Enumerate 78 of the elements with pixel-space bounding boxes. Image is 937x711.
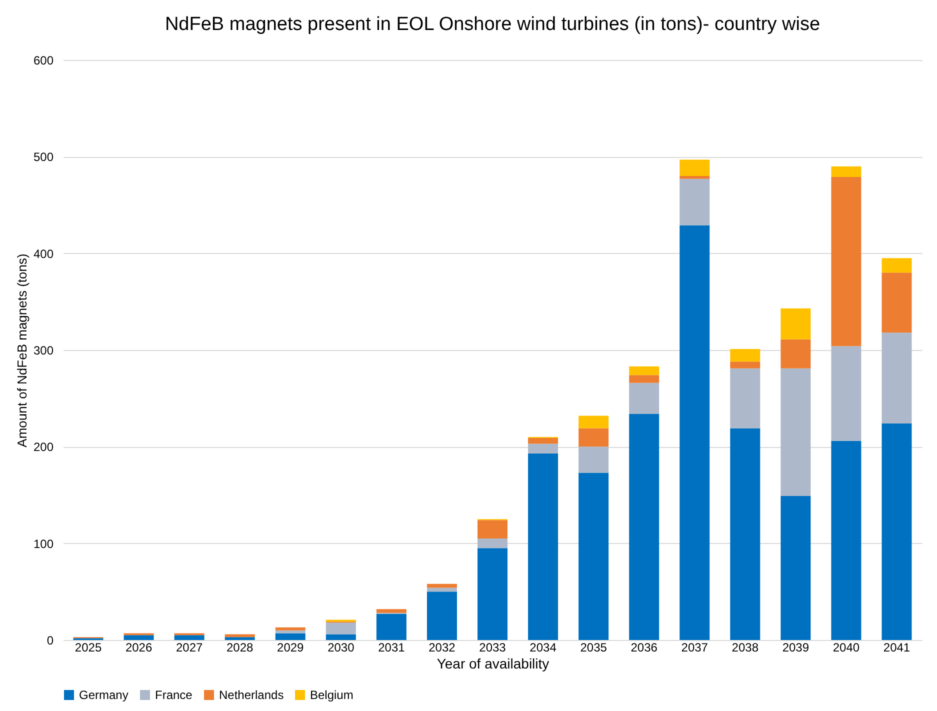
- y-tick-label: 600: [33, 54, 54, 68]
- bar: [629, 414, 660, 640]
- legend-label: Netherlands: [219, 688, 284, 702]
- bar: [680, 225, 710, 640]
- bar: [578, 472, 609, 640]
- x-axis-title: Year of availability: [436, 656, 550, 672]
- x-tick-label: 2028: [226, 640, 254, 654]
- bar: [578, 446, 609, 473]
- x-tick-label: 2037: [681, 640, 708, 654]
- x-tick-label: 2033: [479, 640, 506, 654]
- x-tick-label: 2039: [782, 640, 810, 654]
- x-tick-label: 2027: [176, 640, 203, 654]
- bar: [478, 520, 508, 538]
- bar: [528, 453, 558, 640]
- bar: [578, 428, 609, 447]
- bar: [326, 634, 356, 640]
- bar: [882, 258, 912, 273]
- bar: [730, 349, 760, 362]
- y-tick-label: 300: [33, 344, 54, 358]
- bar: [730, 368, 760, 428]
- bar: [680, 176, 710, 179]
- x-tick-label: 2029: [277, 640, 304, 654]
- y-tick-label: 400: [33, 246, 54, 261]
- bar: [629, 366, 660, 376]
- bar: [174, 635, 204, 640]
- bar: [275, 627, 306, 630]
- y-tick-label: 200: [33, 440, 54, 454]
- bar: [780, 368, 811, 496]
- bar: [780, 308, 811, 340]
- bar: [780, 496, 811, 640]
- bar: [528, 444, 558, 454]
- x-tick-label: 2036: [630, 640, 658, 654]
- x-tick-label: 2030: [328, 640, 355, 654]
- bar: [578, 416, 609, 428]
- bar: [629, 382, 660, 414]
- y-tick-label: 500: [33, 150, 54, 164]
- legend-label: Belgium: [310, 688, 354, 702]
- bar: [124, 635, 154, 640]
- bar: [528, 438, 558, 444]
- x-tick-label: 2041: [883, 640, 910, 654]
- x-tick-label: 2025: [74, 640, 102, 654]
- x-tick-label: 2040: [832, 640, 860, 654]
- bar: [882, 423, 912, 640]
- x-tick-label: 2034: [530, 640, 557, 654]
- y-axis-title: Amount of NdFeB magnets (tons): [14, 254, 30, 448]
- bar: [326, 622, 356, 634]
- bar: [426, 584, 457, 588]
- bar: [376, 609, 406, 613]
- bar: [275, 633, 306, 640]
- bar: [478, 548, 508, 640]
- legend-label: France: [155, 688, 193, 702]
- bar: [426, 588, 457, 592]
- bar: [831, 440, 862, 640]
- bar: [478, 538, 508, 548]
- bar: [426, 592, 457, 640]
- bar: [629, 375, 660, 383]
- bar: [831, 166, 862, 177]
- bar: [376, 614, 406, 640]
- x-tick-label: 2032: [428, 640, 456, 654]
- bar: [680, 178, 710, 226]
- x-tick-label: 2035: [580, 640, 608, 654]
- x-tick-label: 2026: [125, 640, 152, 654]
- bar: [224, 637, 255, 640]
- bar: [780, 339, 811, 368]
- y-tick-label: 0: [46, 634, 54, 648]
- legend-label: Germany: [79, 688, 128, 702]
- chart-title: NdFeB magnets present in EOL Onshore wind turbines (in tons)- country wise: [164, 14, 820, 35]
- y-tick-label: 100: [33, 536, 54, 551]
- bar: [730, 362, 760, 368]
- bar: [730, 428, 760, 640]
- x-tick-label: 2038: [732, 640, 759, 654]
- bar: [882, 272, 912, 333]
- bar: [680, 160, 710, 176]
- bar: [831, 176, 862, 346]
- x-tick-label: 2031: [378, 640, 406, 654]
- bar: [224, 634, 255, 638]
- bar: [882, 332, 912, 424]
- bar: [831, 346, 862, 441]
